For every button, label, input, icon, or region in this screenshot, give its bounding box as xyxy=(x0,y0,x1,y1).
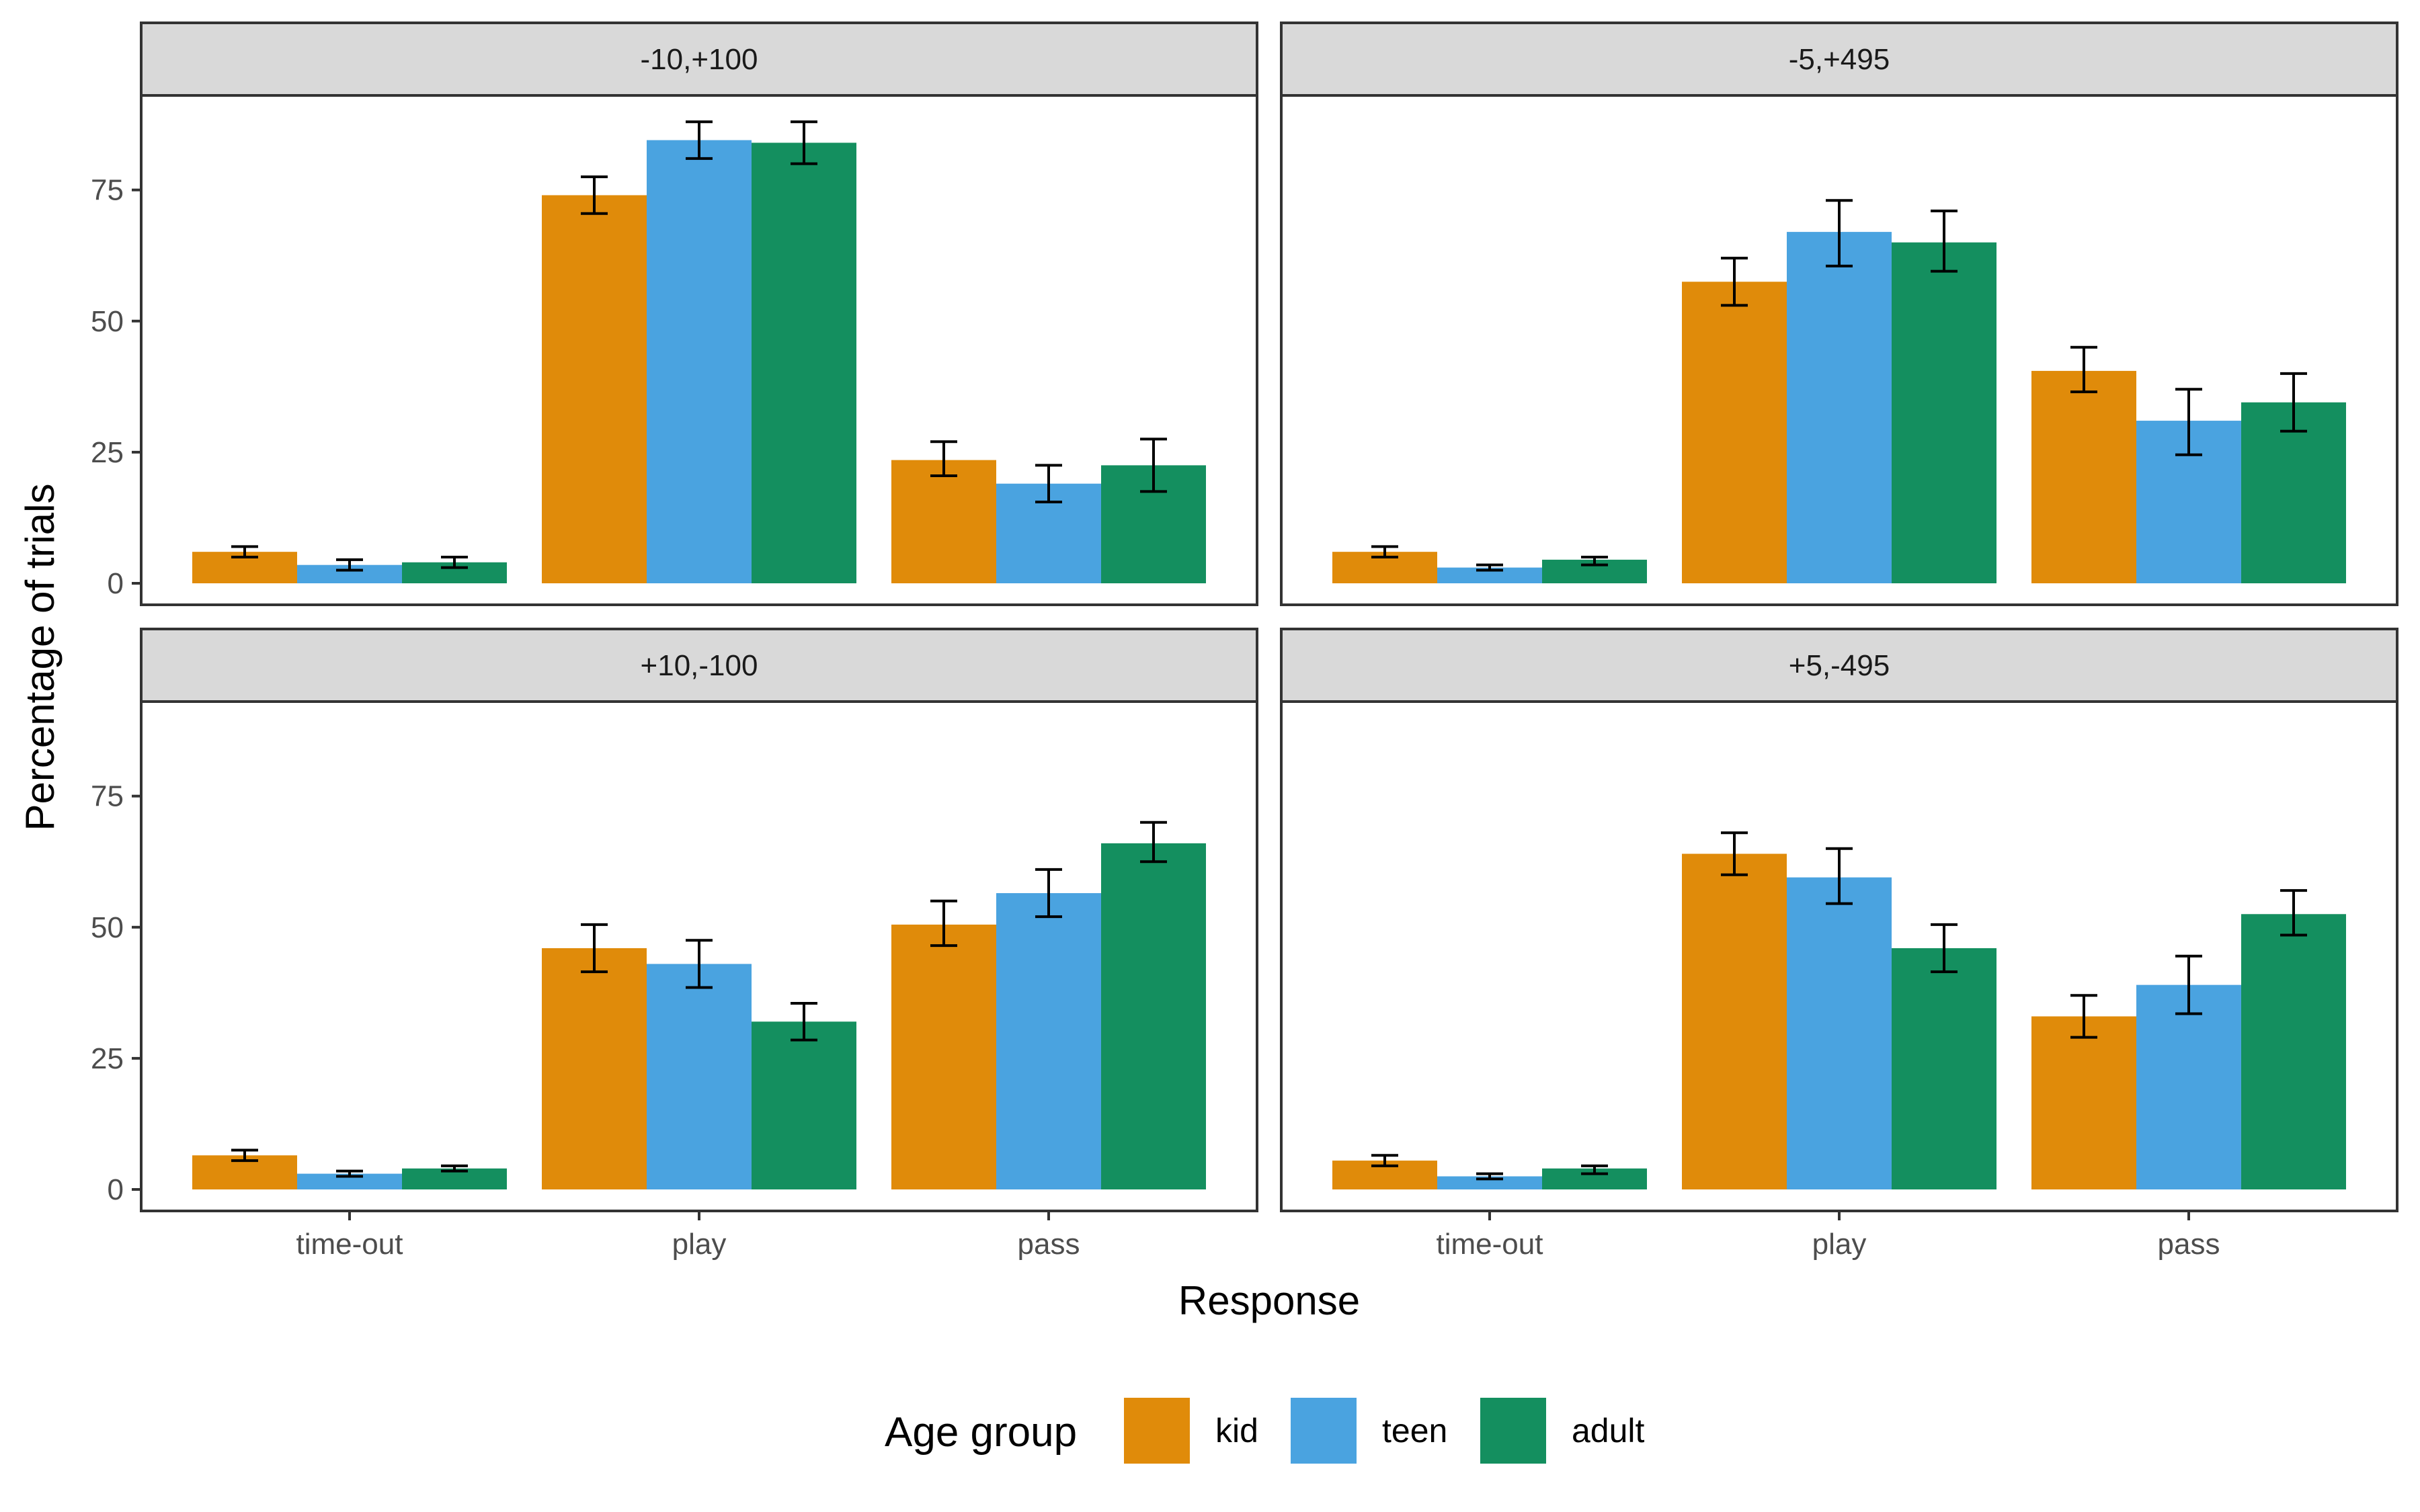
x-tick-label-pass: pass xyxy=(2158,1228,2220,1261)
facet-strip-label-4: +5,-495 xyxy=(1789,649,1890,682)
facet-strip-label-2: -5,+495 xyxy=(1789,43,1890,76)
x-tick-label-play: play xyxy=(672,1228,727,1261)
bar-teen-play xyxy=(1787,232,1892,583)
y-tick-label: 0 xyxy=(108,1173,124,1206)
facet-strip-3 xyxy=(140,628,1258,703)
legend-key-kid xyxy=(1124,1398,1190,1464)
bar-teen-play xyxy=(647,140,752,584)
x-tick-label-time-out: time-out xyxy=(296,1228,403,1261)
legend-title: Age group xyxy=(885,1409,1077,1456)
panel-border-1 xyxy=(140,94,1258,606)
y-tick-label: 75 xyxy=(91,174,124,207)
facet-panels: -10,+100 0 25 50 75 -5,+495 +10,-100 0 25 50 75 tim… xyxy=(91,22,2398,1261)
bar-teen-pass xyxy=(996,893,1101,1189)
bar-teen-play xyxy=(1787,877,1892,1189)
bar-teen-play xyxy=(647,964,752,1189)
bar-adult-play xyxy=(1892,948,1997,1189)
bar-kid-play xyxy=(542,195,647,583)
facet-strip-1 xyxy=(140,22,1258,97)
facet-strip-2 xyxy=(1280,22,2398,97)
panel-border-2 xyxy=(1280,94,2398,606)
legend: Age group kid teen adult xyxy=(885,1398,1645,1464)
bar-kid-pass xyxy=(891,460,996,583)
facet-strip-label-3: +10,-100 xyxy=(641,649,758,682)
y-tick-label: 75 xyxy=(91,780,124,813)
y-tick-label: 0 xyxy=(108,567,124,600)
bar-adult-pass xyxy=(2241,914,2346,1189)
bar-kid-play xyxy=(542,948,647,1189)
y-axis-title: Percentage of trials xyxy=(17,484,63,831)
bar-kid-pass xyxy=(891,924,996,1189)
legend-label-teen: teen xyxy=(1382,1412,1447,1450)
y-tick-label: 50 xyxy=(91,305,124,338)
legend-label-adult: adult xyxy=(1572,1412,1645,1450)
y-tick-label: 25 xyxy=(91,436,124,469)
bar-adult-play xyxy=(752,142,856,583)
bar-kid-play xyxy=(1682,853,1787,1189)
bar-teen-pass xyxy=(2136,984,2241,1189)
bar-teen-time-out xyxy=(297,1173,402,1189)
x-tick-label-pass: pass xyxy=(1018,1228,1080,1261)
y-tick-label: 25 xyxy=(91,1042,124,1075)
x-tick-label-time-out: time-out xyxy=(1437,1228,1543,1261)
bar-kid-pass xyxy=(2031,1016,2136,1189)
bar-kid-pass xyxy=(2031,370,2136,583)
legend-key-adult xyxy=(1480,1398,1546,1464)
bar-teen-time-out xyxy=(1437,1176,1542,1189)
bar-adult-play xyxy=(1892,242,1997,583)
bar-teen-time-out xyxy=(1437,567,1542,583)
legend-label-kid: kid xyxy=(1215,1412,1258,1450)
bar-adult-pass xyxy=(1101,843,1206,1189)
legend-key-teen xyxy=(1291,1398,1357,1464)
x-axis-title: Response xyxy=(1178,1278,1360,1323)
bar-adult-play xyxy=(752,1021,856,1189)
facet-strip-label-1: -10,+100 xyxy=(641,43,758,76)
bar-kid-play xyxy=(1682,282,1787,583)
y-tick-label: 50 xyxy=(91,911,124,944)
x-tick-label-play: play xyxy=(1812,1228,1867,1261)
